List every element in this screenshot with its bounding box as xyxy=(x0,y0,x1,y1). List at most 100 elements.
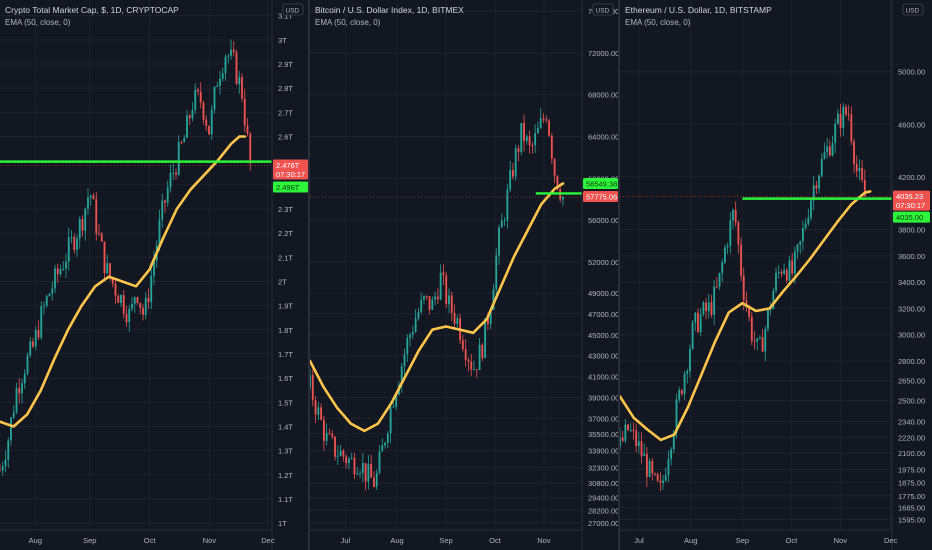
candle-body xyxy=(715,286,718,288)
candle-body xyxy=(241,77,243,99)
candle-body xyxy=(1,466,4,471)
candle-body xyxy=(742,275,745,301)
y-tick-label: 3200.00 xyxy=(898,304,925,313)
candle-body xyxy=(67,237,70,262)
candle-body xyxy=(54,268,56,289)
candle-body xyxy=(34,330,37,347)
candle-body xyxy=(831,142,834,156)
y-tick-label: 2T xyxy=(278,278,287,287)
candle-body xyxy=(748,307,751,317)
y-tick-label: 35500.00 xyxy=(588,430,619,439)
candle-body xyxy=(356,473,359,475)
candle-body xyxy=(409,334,411,339)
candle-body xyxy=(367,464,370,482)
candle-body xyxy=(537,127,539,134)
candle-body xyxy=(78,219,81,239)
currency-badge-label[interactable]: USD xyxy=(596,8,610,15)
y-tick-label: 2340.00 xyxy=(898,417,925,426)
candle-body xyxy=(826,146,829,153)
candle-body xyxy=(436,296,439,300)
candle-body xyxy=(850,114,853,142)
candle-body xyxy=(169,172,172,188)
y-tick-label: 3T xyxy=(278,36,287,45)
candle-body xyxy=(761,337,764,352)
y-tick-label: 52000.00 xyxy=(588,258,619,267)
candle-body xyxy=(453,312,456,324)
candle-body xyxy=(386,433,389,443)
candle-body xyxy=(158,219,161,246)
ema-line xyxy=(0,135,247,428)
candle-body xyxy=(213,86,216,110)
price-axis xyxy=(582,0,620,550)
candle-body xyxy=(750,316,753,341)
candle-body xyxy=(166,187,169,203)
candle-body xyxy=(534,133,537,146)
y-tick-label: 2.9T xyxy=(278,60,293,69)
y-tick-label: 45000.00 xyxy=(588,331,619,340)
candle-body xyxy=(322,419,325,441)
candle-body xyxy=(445,275,448,305)
currency-badge[interactable] xyxy=(592,3,614,16)
candle-body xyxy=(740,244,742,276)
currency-badge[interactable] xyxy=(282,3,304,16)
candle-body xyxy=(325,433,328,441)
currency-badge-label[interactable]: USD xyxy=(906,8,920,15)
candle-body xyxy=(799,241,802,245)
candle-body xyxy=(645,453,648,477)
currency-badge-label[interactable]: USD xyxy=(286,8,300,15)
candle-body xyxy=(683,373,686,394)
candle-body xyxy=(197,89,199,92)
candle-body xyxy=(161,200,164,220)
x-tick-label: Nov xyxy=(834,536,848,545)
candle-body xyxy=(92,195,95,200)
x-tick-label: Nov xyxy=(537,536,551,545)
candle-body xyxy=(820,158,823,176)
chart-pane-3: 5000.00 4600.00 4200.00 3800.00 3600.00 3400.… xyxy=(618,0,932,550)
y-tick-label: 56000.00 xyxy=(588,216,619,225)
indicator-label[interactable]: EMA (50, close, 0) xyxy=(625,18,691,27)
candle-body xyxy=(183,137,186,143)
candle-body xyxy=(238,77,241,84)
candle-body xyxy=(439,272,442,300)
candle-body xyxy=(640,441,643,457)
candle-body xyxy=(425,295,428,297)
currency-badge[interactable] xyxy=(902,3,924,16)
y-tick-label: 2.2T xyxy=(278,229,293,238)
candle-body xyxy=(512,170,514,177)
x-tick-label: Dec xyxy=(261,536,275,545)
candle-body xyxy=(745,300,748,308)
last-price-label: 4035.23 xyxy=(896,192,923,201)
indicator-label[interactable]: EMA (50, close, 0) xyxy=(5,18,71,27)
candle-body xyxy=(836,113,839,124)
support-label: 2.496T xyxy=(276,183,300,192)
candle-body xyxy=(656,474,659,481)
candle-body xyxy=(667,459,670,476)
candle-body xyxy=(317,407,320,415)
candle-body xyxy=(553,159,556,176)
y-tick-label: 47000.00 xyxy=(588,310,619,319)
plot-area xyxy=(620,0,892,550)
indicator-label[interactable]: EMA (50, close, 0) xyxy=(315,18,381,27)
candle-body xyxy=(464,349,467,361)
candle-body xyxy=(153,260,155,276)
candle-body xyxy=(785,270,788,281)
candle-body xyxy=(40,306,43,338)
candle-body xyxy=(406,338,409,355)
candle-body xyxy=(194,89,197,111)
y-tick-label: 1.3T xyxy=(278,447,293,456)
candle-body xyxy=(812,185,815,201)
candle-body xyxy=(726,245,729,248)
candle-body xyxy=(635,430,638,447)
candle-body xyxy=(147,297,150,302)
x-tick-label: Sep xyxy=(83,536,96,545)
candle-body xyxy=(378,451,381,473)
candle-body xyxy=(205,119,208,126)
candle-body xyxy=(637,441,640,447)
candle-body xyxy=(56,268,59,275)
ema-line xyxy=(308,182,565,433)
candle-body xyxy=(461,340,464,350)
candle-body xyxy=(400,366,403,385)
candle-body xyxy=(417,311,420,319)
candle-body xyxy=(381,445,384,452)
